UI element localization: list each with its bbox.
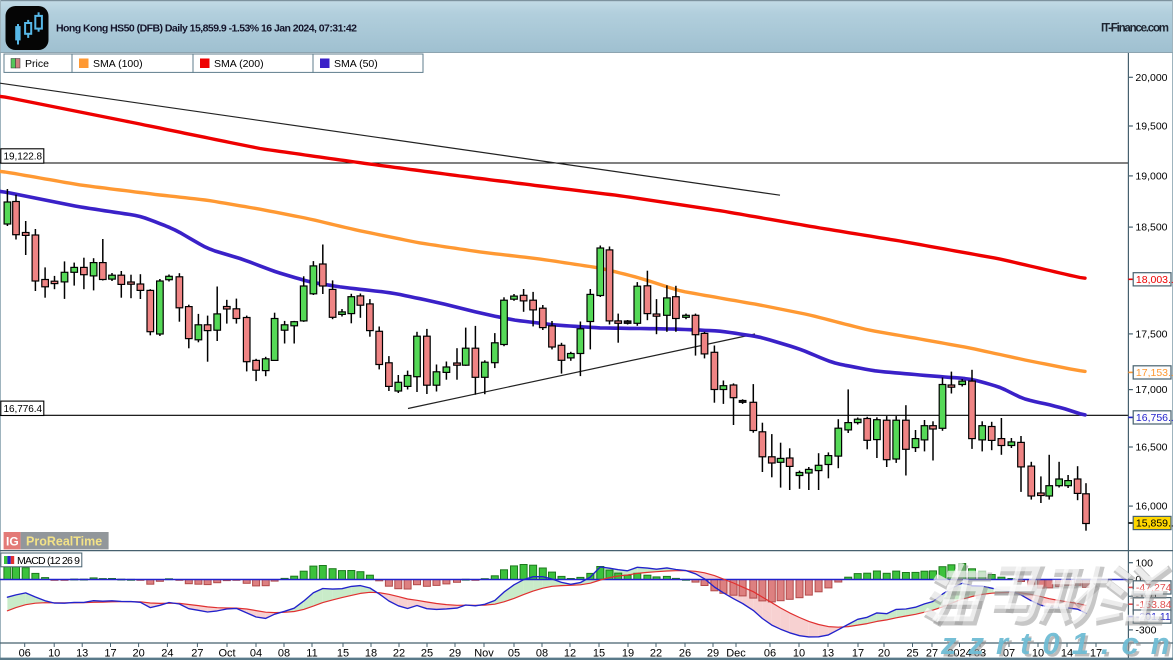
- svg-text:15,859..: 15,859..: [1136, 518, 1173, 530]
- svg-text:17,000: 17,000: [1135, 384, 1167, 396]
- svg-text:16,756..: 16,756..: [1136, 412, 1173, 424]
- svg-text:16,500: 16,500: [1135, 442, 1167, 454]
- svg-text:IT-Finance.com: IT-Finance.com: [1101, 23, 1169, 35]
- svg-text:ProRealTime: ProRealTime: [26, 535, 102, 549]
- svg-text:17,500: 17,500: [1135, 329, 1167, 341]
- svg-text:SMA (200): SMA (200): [214, 58, 264, 70]
- svg-text:20,000: 20,000: [1135, 72, 1167, 84]
- svg-text:SMA (100): SMA (100): [93, 58, 143, 70]
- svg-text:IG: IG: [6, 535, 19, 549]
- svg-text:-153.84: -153.84: [1136, 599, 1172, 611]
- svg-text:17,153..: 17,153..: [1136, 367, 1173, 379]
- svg-text:19,122.8: 19,122.8: [4, 152, 43, 163]
- svg-text:SMA (50): SMA (50): [334, 58, 378, 70]
- svg-text:19,000: 19,000: [1135, 171, 1167, 183]
- svg-text:18,003..: 18,003..: [1136, 274, 1173, 286]
- svg-text:Price: Price: [25, 58, 49, 70]
- svg-text:Hong Kong HS50 (DFB) Daily 15,: Hong Kong HS50 (DFB) Daily 15,859.9 -1.5…: [56, 23, 357, 35]
- svg-text:16,000: 16,000: [1135, 501, 1167, 513]
- svg-text:18,500: 18,500: [1135, 222, 1167, 234]
- svg-text:19,500: 19,500: [1135, 121, 1167, 133]
- svg-text:zzrt01.cn: zzrt01.cn: [940, 626, 1173, 660]
- svg-text:MACD (12 26 9: MACD (12 26 9: [17, 555, 80, 567]
- svg-text:16,776.4: 16,776.4: [4, 404, 43, 415]
